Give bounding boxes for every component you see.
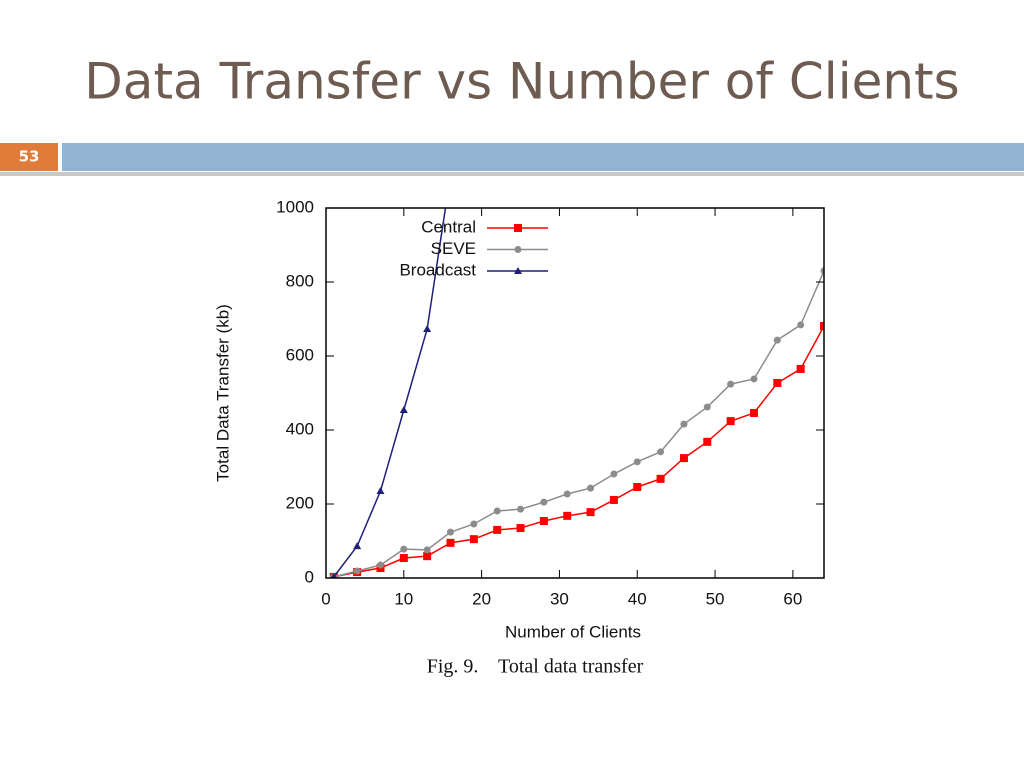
point: [493, 507, 501, 515]
figure-area: [205, 180, 843, 690]
legend-marker: [514, 267, 522, 274]
y-tick-label: 0: [305, 567, 314, 586]
point: [820, 322, 824, 331]
header-bar: [62, 143, 1024, 171]
point: [796, 364, 805, 373]
legend-label: Central: [421, 217, 476, 236]
point: [703, 437, 712, 446]
bar-shadow: [0, 172, 1024, 176]
point: [516, 524, 525, 533]
x-tick-label: 0: [321, 589, 330, 608]
point: [353, 542, 362, 550]
point: [399, 554, 408, 563]
point: [423, 546, 431, 554]
point: [376, 561, 384, 569]
point: [469, 535, 478, 544]
point: [353, 567, 361, 575]
series-line: [333, 270, 824, 578]
x-tick-label: 20: [472, 589, 491, 608]
x-tick-label: 60: [783, 589, 802, 608]
plot-frame: [325, 207, 825, 579]
number-box: [0, 143, 58, 171]
point: [586, 508, 595, 517]
point: [773, 336, 781, 344]
point: [399, 406, 408, 414]
x-tick-label: 30: [550, 589, 569, 608]
point: [750, 375, 758, 383]
point: [563, 511, 572, 520]
y-tick-label: 800: [286, 271, 314, 290]
point: [517, 505, 525, 513]
point: [423, 324, 432, 332]
point: [727, 380, 735, 388]
legend-marker: [514, 246, 522, 253]
point: [797, 321, 805, 329]
y-tick-label: 600: [286, 345, 314, 364]
slide-number: 53: [19, 148, 40, 166]
y-tick-label: 200: [286, 493, 314, 512]
x-tick-label: 40: [628, 589, 647, 608]
x-axis-label: Number of Clients: [505, 622, 641, 641]
y-tick-label: 400: [286, 419, 314, 438]
legend-label: Broadcast: [399, 260, 476, 279]
point: [680, 420, 688, 428]
point: [376, 487, 385, 495]
point: [539, 517, 548, 526]
point: [493, 525, 502, 534]
point: [446, 538, 455, 547]
x-tick-label: 50: [706, 589, 725, 608]
point: [423, 552, 432, 561]
point: [447, 528, 454, 536]
point: [587, 484, 595, 492]
point: [749, 408, 758, 417]
point: [540, 498, 548, 506]
plot-area: [329, 208, 824, 578]
point: [609, 495, 618, 504]
series-line: [333, 208, 447, 578]
y-tick-label: 1000: [276, 197, 314, 216]
point: [400, 545, 408, 553]
point: [610, 470, 618, 478]
legend-label: SEVE: [431, 239, 476, 258]
point: [633, 482, 642, 491]
series-line: [333, 325, 824, 578]
slide-title: Data Transfer vs Number of Clients: [84, 53, 959, 111]
point: [633, 458, 641, 466]
x-tick-label: 10: [394, 589, 413, 608]
point: [726, 417, 735, 426]
point: [820, 267, 824, 275]
point: [470, 520, 478, 528]
point: [656, 474, 665, 483]
legend-marker: [514, 224, 522, 232]
point: [657, 448, 665, 456]
caption: Fig. 9. Total data transfer: [427, 656, 644, 678]
point: [773, 379, 782, 388]
point: [330, 572, 337, 578]
point: [703, 403, 711, 411]
point: [679, 454, 688, 463]
y-axis-label: Total Data Transfer (kb): [213, 304, 232, 482]
point: [563, 490, 571, 498]
